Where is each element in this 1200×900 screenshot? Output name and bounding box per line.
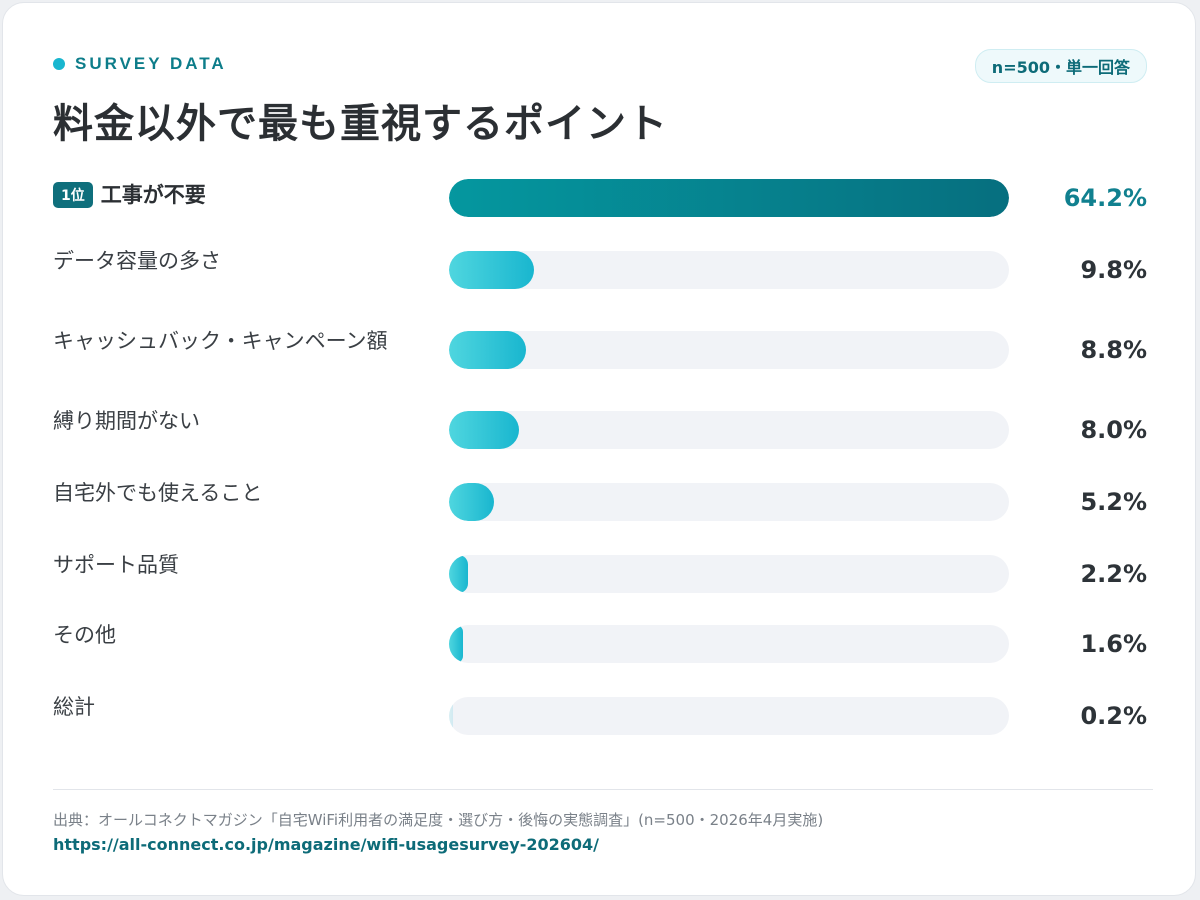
bar-track — [449, 697, 1009, 735]
source-link[interactable]: https://all-connect.co.jp/magazine/wifi-… — [53, 835, 599, 854]
bar-label-wrap: 縛り期間がない — [53, 405, 423, 437]
value-label: 8.0% — [1080, 416, 1147, 444]
bar-label-wrap: データ容量の多さ — [53, 245, 423, 277]
bar-label-wrap: 自宅外でも使えること — [53, 477, 423, 509]
value-label: 2.2% — [1080, 560, 1147, 588]
bar-fill — [449, 555, 469, 593]
value-label: 0.2% — [1080, 702, 1147, 730]
category-label: キャッシュバック・キャンペーン額 — [53, 329, 388, 353]
bar-track — [449, 483, 1009, 521]
bar-label-wrap: サポート品質 — [53, 549, 423, 581]
category-label: サポート品質 — [53, 553, 179, 577]
rank-badge: 1位 — [53, 182, 93, 208]
bar-fill — [449, 625, 463, 663]
value-label: 5.2% — [1080, 488, 1147, 516]
value-label: 1.6% — [1080, 630, 1147, 658]
category-label: 自宅外でも使えること — [53, 481, 263, 505]
value-label: 8.8% — [1080, 336, 1147, 364]
bar-fill — [449, 179, 1009, 217]
footer-divider — [53, 789, 1153, 790]
bar-label-wrap: 1位 工事が不要 — [53, 181, 423, 209]
bar-fill — [449, 697, 453, 735]
category-label: 総計 — [53, 695, 95, 719]
bar-fill — [449, 411, 519, 449]
source-note: 出典：オールコネクトマガジン「自宅WiFi利用者の満足度・選び方・後悔の実態調査… — [53, 811, 824, 829]
sample-size-badge: n=500・単一回答 — [974, 49, 1147, 83]
bar-label-wrap: キャッシュバック・キャンペーン額 — [53, 325, 423, 357]
category-label: 工事が不要 — [100, 183, 206, 207]
eyebrow: SURVEY DATA — [53, 53, 227, 75]
bar-track — [449, 411, 1009, 449]
bar-track — [449, 251, 1009, 289]
eyebrow-dot-icon — [53, 58, 65, 70]
bar-fill — [449, 251, 535, 289]
chart-title: 料金以外で最も重視するポイント — [53, 101, 668, 147]
bar-label-wrap: 総計 — [53, 691, 423, 723]
bar-fill — [449, 331, 526, 369]
bar-track — [449, 331, 1009, 369]
bar-track — [449, 179, 1009, 217]
value-label: 9.8% — [1080, 256, 1147, 284]
value-label: 64.2% — [1063, 184, 1147, 212]
eyebrow-label: SURVEY DATA — [75, 54, 227, 73]
bar-track — [449, 555, 1009, 593]
category-label: データ容量の多さ — [53, 249, 221, 273]
category-label: 縛り期間がない — [53, 409, 200, 433]
category-label: その他 — [53, 623, 116, 647]
bar-track — [449, 625, 1009, 663]
bar-fill — [449, 483, 495, 521]
bar-label-wrap: その他 — [53, 619, 423, 651]
